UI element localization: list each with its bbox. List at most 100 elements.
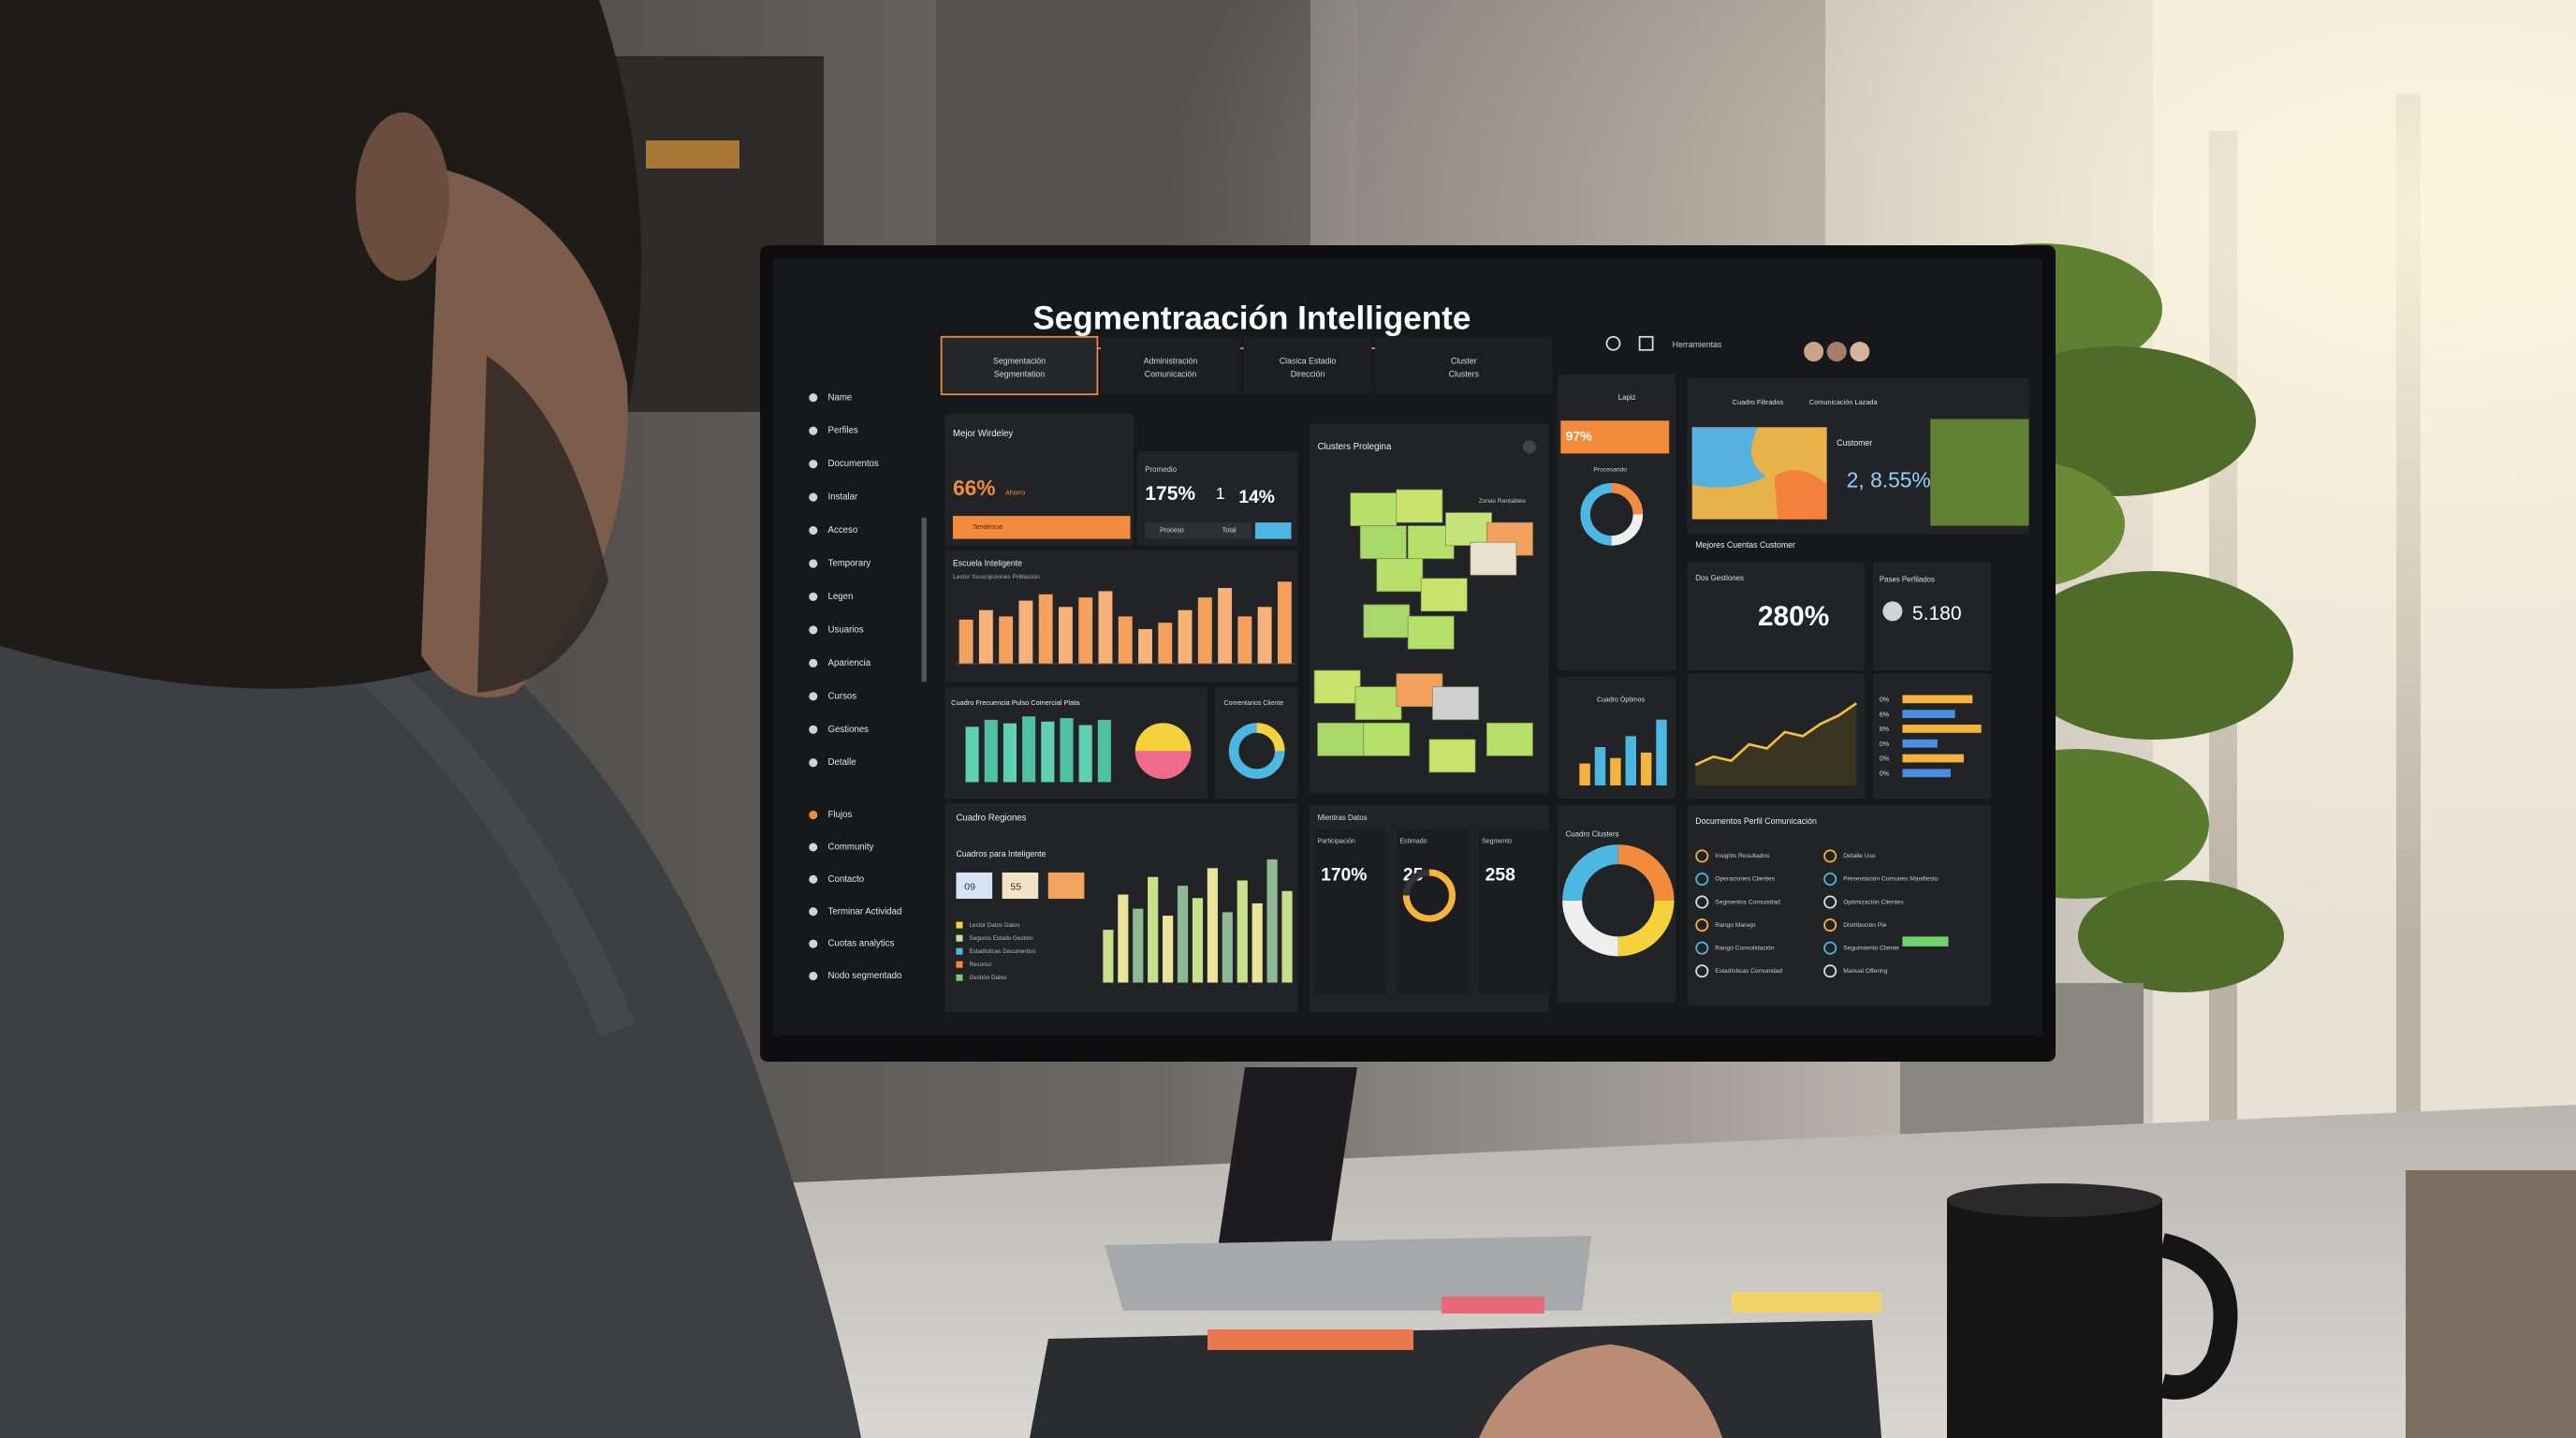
label: 175% xyxy=(1145,483,1195,505)
nav-item[interactable]: Flujos xyxy=(828,810,853,820)
bar xyxy=(1207,868,1218,983)
label: Customer xyxy=(1837,438,1872,448)
label: Insights Resultados xyxy=(1715,853,1770,859)
hbar xyxy=(1902,739,1938,748)
label: Cuadros para Inteligente xyxy=(956,849,1046,858)
label: Lector Suscripciones Población xyxy=(953,574,1040,580)
legend-swatch xyxy=(956,974,963,981)
list-icon xyxy=(1695,849,1709,863)
label: 66% xyxy=(953,476,996,500)
nav-item[interactable]: Community xyxy=(828,842,874,852)
nav-icon xyxy=(809,971,818,981)
bar xyxy=(1656,719,1667,785)
list-icon xyxy=(1695,895,1709,909)
bar xyxy=(1138,628,1152,665)
bar xyxy=(1148,876,1159,983)
progress xyxy=(1254,522,1292,539)
nav-item[interactable]: Nodo segmentado xyxy=(828,971,902,981)
label: Cuadro Frecuencia Pulso Comercial Plata xyxy=(951,698,1080,707)
nav-item[interactable]: Acceso xyxy=(828,525,858,536)
list-icon xyxy=(1823,918,1837,932)
icon xyxy=(1882,601,1903,622)
bar xyxy=(1018,600,1033,665)
nav-item[interactable]: Legen xyxy=(828,592,854,602)
tab[interactable] xyxy=(1375,336,1553,395)
tab[interactable] xyxy=(940,335,1099,396)
sticky-note xyxy=(1428,739,1476,773)
badge xyxy=(1902,936,1949,946)
donut-slice xyxy=(1617,900,1675,957)
nav-item[interactable]: Apariencia xyxy=(828,658,871,668)
label: 6% xyxy=(1880,712,1889,718)
search-icon[interactable] xyxy=(1605,335,1621,351)
notif-icon[interactable] xyxy=(1638,335,1654,351)
nav-item[interactable]: Documentos xyxy=(828,459,879,469)
icon xyxy=(1522,440,1537,454)
nav-item[interactable]: Instalar xyxy=(828,492,858,503)
bar xyxy=(1218,588,1233,665)
label: 14% xyxy=(1238,488,1275,507)
label: 09 xyxy=(964,882,975,893)
panel xyxy=(1136,451,1298,546)
tab-label: Segmentation xyxy=(994,369,1045,378)
panel xyxy=(1872,562,1992,671)
label: Seguros Estado Gestión xyxy=(970,935,1034,942)
nav-item[interactable]: Perfiles xyxy=(828,426,858,436)
label: Cuadro Filtrados xyxy=(1733,398,1784,406)
bar xyxy=(978,609,993,665)
kpi-box xyxy=(1478,829,1551,994)
hbar xyxy=(1902,724,1982,733)
bar xyxy=(1041,721,1055,783)
bar xyxy=(1594,746,1606,785)
panel xyxy=(944,414,1134,546)
panel xyxy=(1557,374,1676,671)
panel xyxy=(1687,804,1992,1006)
bar xyxy=(1277,581,1292,665)
donut-slice xyxy=(1611,513,1644,546)
label: Detalle Uso xyxy=(1843,853,1876,859)
nav-item[interactable]: Contacto xyxy=(828,874,865,885)
trend-line xyxy=(1694,702,1858,767)
donut-slice xyxy=(1256,723,1285,752)
nav-icon xyxy=(809,758,818,768)
tab[interactable] xyxy=(1243,336,1372,395)
label: Optimización Clientes xyxy=(1843,899,1904,905)
hbar xyxy=(1902,754,1964,763)
list-icon xyxy=(1695,918,1709,932)
list-icon xyxy=(1823,964,1837,978)
nav-item[interactable]: Terminar Actividad xyxy=(828,906,902,917)
legend-swatch xyxy=(956,921,963,929)
label: Estadísticas Comunidad xyxy=(1715,968,1782,975)
bar xyxy=(1266,858,1278,983)
bar xyxy=(1078,725,1092,783)
nav-item[interactable]: Usuarios xyxy=(828,624,864,635)
tab-label: Comunicación xyxy=(1145,369,1197,378)
list-icon xyxy=(1823,941,1837,955)
sticky-note xyxy=(1420,578,1468,612)
bar xyxy=(984,719,998,783)
nav-item[interactable]: Temporary xyxy=(828,559,871,569)
nav-item[interactable]: Name xyxy=(828,392,853,403)
nav-item[interactable]: Detalle xyxy=(828,757,856,768)
chip xyxy=(956,872,993,900)
sticky-note xyxy=(1432,686,1479,721)
nav-icon xyxy=(809,874,818,884)
nav-item[interactable]: Gestiones xyxy=(828,725,870,735)
nav-item[interactable]: Cursos xyxy=(828,691,857,701)
label: Segmentos Comunidad xyxy=(1715,899,1780,905)
panel xyxy=(1214,686,1298,799)
bar xyxy=(1022,716,1036,783)
label: Comentarios Cliente xyxy=(1224,700,1284,707)
label: Segmento xyxy=(1482,838,1512,844)
bar xyxy=(1640,752,1652,785)
bar xyxy=(1038,594,1053,665)
kpi-box xyxy=(1314,829,1387,994)
user-menu[interactable]: Herramientas xyxy=(1673,340,1722,349)
label: 0% xyxy=(1880,771,1889,778)
tab-label: Segmentación xyxy=(993,356,1046,365)
nav-item[interactable]: Cuotas analytics xyxy=(828,939,895,949)
tab[interactable] xyxy=(1100,336,1241,395)
label: Mientras Datos xyxy=(1318,814,1368,822)
dashboard: Segmentraación Intelligente Herramientas… xyxy=(809,301,2029,1013)
label: Total xyxy=(1222,528,1237,535)
